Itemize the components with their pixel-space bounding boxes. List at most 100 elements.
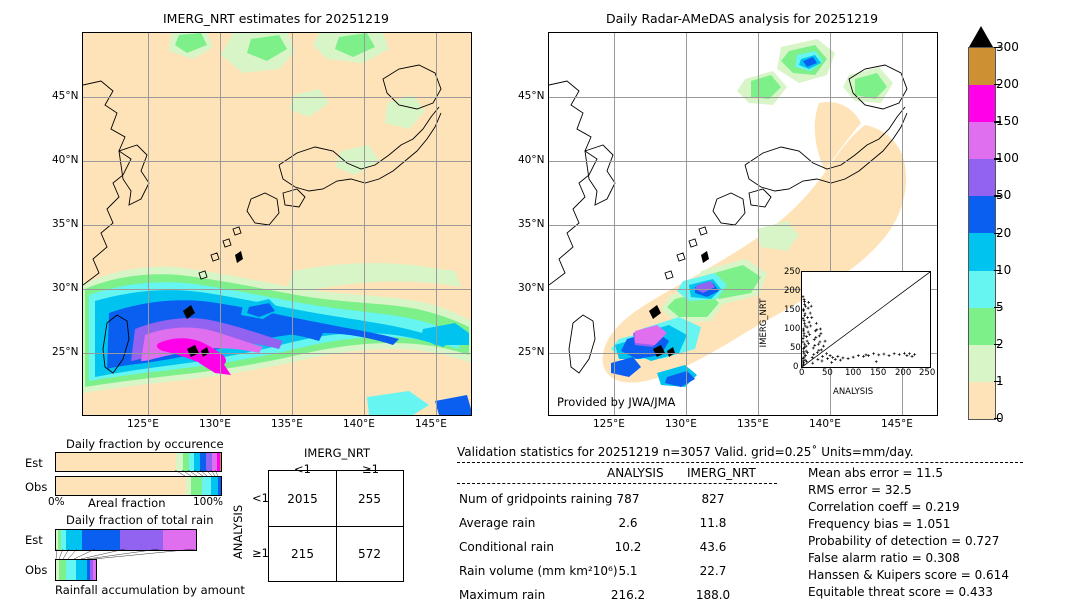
- scatter-point: [804, 304, 807, 308]
- scatter-point: [804, 354, 807, 357]
- total-rain-xlabel: Rainfall accumulation by amount: [55, 583, 245, 597]
- scatter-point: [864, 353, 868, 357]
- scatter-point: [892, 352, 896, 356]
- gridline-lat-45: [83, 97, 471, 98]
- total-rain-bar-segment: [76, 560, 87, 580]
- colorbar-tickline-0: [994, 418, 1001, 420]
- scatter-plot-inset[interactable]: [801, 271, 931, 368]
- colorbar-tick-300: 300: [996, 40, 1019, 54]
- scatter-point: [828, 354, 832, 357]
- total-rain-chart-title: Daily fraction of total rain: [66, 513, 214, 527]
- gridline-lon-140-right: [830, 33, 831, 415]
- scatter-point: [802, 362, 805, 366]
- occurrence-bar-segment: [56, 477, 187, 495]
- validation-row-analysis: 10.2: [614, 540, 642, 554]
- validation-row-label: Rain volume (mm km²10⁶): [459, 564, 618, 578]
- colorbar-tick-150: 150: [996, 114, 1019, 129]
- occurrence-bar-segment: [186, 477, 192, 495]
- contingency-row-header: ANALYSIS: [231, 504, 245, 560]
- right-lon-tick-125: 125°E: [593, 418, 625, 430]
- right-lat-tick-45: 45°N: [518, 90, 545, 102]
- scatter-point: [814, 335, 818, 339]
- occurrence-bar-segment: [199, 453, 207, 471]
- scatter-point: [803, 321, 806, 325]
- total-rain-connector-lines: [55, 549, 196, 559]
- gridline-lon-135-right: [758, 33, 759, 415]
- scatter-point: [817, 348, 821, 352]
- total-rain-bar-segment: [66, 560, 77, 580]
- gridline-lat-45-right: [549, 97, 937, 98]
- validation-header: Validation statistics for 20251219 n=305…: [457, 445, 914, 459]
- colorbar-tick-100: 100: [996, 151, 1019, 166]
- scatter-point: [905, 354, 909, 357]
- scatter-point: [809, 324, 813, 328]
- scatter-point: [802, 340, 805, 344]
- left-lon-tick-125: 125°E: [127, 418, 159, 430]
- scatter-point: [806, 330, 810, 334]
- validation-score-item: Correlation coeff = 0.219: [808, 500, 960, 514]
- colorbar-tick-10: 10: [996, 262, 1012, 277]
- scatter-point: [815, 328, 819, 332]
- scatter-point: [872, 352, 876, 356]
- validation-row-label: Num of gridpoints raining: [459, 492, 613, 506]
- scatter-ylabel: IMERG_NRT: [759, 298, 769, 348]
- scatter-xlabel: ANALYSIS: [833, 387, 874, 397]
- colorbar-tickline-20: [994, 232, 1001, 234]
- validation-row-analysis: 5.1: [618, 564, 638, 578]
- occurrence-bar-segment: [211, 453, 217, 471]
- imerg-nrt-map[interactable]: [82, 32, 472, 416]
- total-rain-bar-est[interactable]: [55, 529, 197, 551]
- occurrence-bar-est[interactable]: [55, 452, 222, 472]
- scatter-point: [802, 334, 806, 338]
- scatter-point: [807, 342, 811, 345]
- colorbar-over-arrow: [969, 26, 993, 47]
- scatter-point: [846, 357, 850, 361]
- gridline-lon-140: [364, 33, 365, 415]
- validation-row-imerg: 11.8: [699, 516, 727, 530]
- occurrence-bar-obs[interactable]: [55, 476, 222, 496]
- contingency-col-header: IMERG_NRT: [304, 446, 371, 460]
- contingency-table[interactable]: 2015 255 215 572: [268, 470, 404, 582]
- right-map-coastline: [549, 64, 908, 374]
- precipitation-colorbar[interactable]: [968, 47, 996, 420]
- left-map-coastline: [83, 64, 442, 374]
- scatter-point: [815, 351, 819, 354]
- scatter-point: [903, 351, 906, 355]
- total-rain-bar-segment: [59, 560, 67, 580]
- validation-score-item: Frequency bias = 1.051: [808, 517, 951, 531]
- scatter-point: [802, 319, 806, 323]
- scatter-xtick-200: 200: [895, 368, 912, 378]
- occurrence-xmax-label: 100%: [193, 496, 224, 508]
- scatter-point: [802, 347, 805, 351]
- scatter-point: [833, 358, 837, 361]
- total-rain-row-label-est: Est: [25, 533, 43, 547]
- scatter-ytick-150: 150: [784, 305, 801, 315]
- scatter-point: [806, 316, 810, 319]
- gridline-lon-130: [220, 33, 221, 415]
- occurrence-xmin-label: 0%: [48, 496, 65, 508]
- left-lat-tick-40: 40°N: [52, 154, 79, 166]
- scatter-point: [804, 344, 808, 348]
- scatter-point: [802, 350, 805, 354]
- contingency-col-label-ge1: ≥1: [362, 462, 379, 476]
- scatter-point: [867, 354, 870, 357]
- total-rain-bar-segment: [56, 530, 58, 550]
- scatter-xtick-0: 0: [799, 368, 805, 378]
- scatter-point: [819, 332, 823, 335]
- scatter-point: [831, 356, 835, 359]
- total-rain-bar-obs[interactable]: [55, 559, 97, 581]
- scatter-point: [803, 345, 806, 349]
- total-rain-bar-segment: [163, 530, 196, 550]
- validation-col-imerg: IMERG_NRT: [687, 466, 756, 480]
- right-lat-tick-30: 30°N: [518, 282, 545, 294]
- scatter-point: [802, 309, 805, 313]
- scatter-point: [811, 346, 815, 350]
- colorbar-segment-7: [969, 307, 995, 345]
- validation-row-label: Average rain: [459, 516, 536, 530]
- scatter-xtick-150: 150: [870, 368, 887, 378]
- right-lon-tick-145: 145°E: [881, 418, 913, 430]
- validation-row-imerg: 827: [701, 492, 725, 506]
- left-lon-tick-145: 145°E: [415, 418, 447, 430]
- scatter-point: [806, 351, 810, 354]
- colorbar-tickline-2: [994, 343, 1001, 346]
